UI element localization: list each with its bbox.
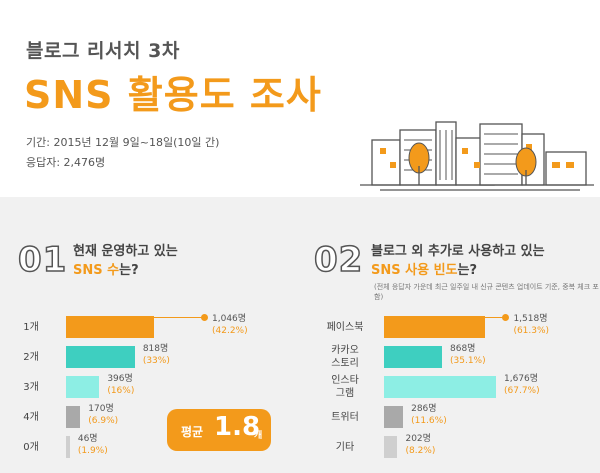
value-label: 202명 (8.2%) — [405, 433, 435, 457]
question2-text: 블로그 외 추가로 사용하고 있는 SNS 사용 빈도는? — [371, 242, 545, 280]
leader-line — [485, 317, 506, 318]
category-label-line: 2개 — [23, 351, 39, 363]
value-count: 396명 — [107, 374, 133, 384]
category-label: 3개 — [0, 381, 62, 394]
value-label: 1,518명 (61.3%) — [513, 313, 549, 337]
value-label: 818명 (33%) — [143, 343, 170, 367]
question1-line2-prefix: SNS — [73, 263, 108, 278]
value-count: 1,676명 — [504, 374, 539, 384]
category-label-line: 4개 — [23, 411, 39, 423]
category-label-line: 기타 — [335, 441, 355, 453]
category-label-line: 3개 — [23, 381, 39, 393]
bar — [66, 376, 100, 398]
value-count: 1,518명 — [513, 314, 548, 324]
category-label: 트위터 — [310, 411, 380, 424]
value-percent: (6.9%) — [88, 416, 119, 426]
question1-text: 현재 운영하고 있는 SNS 수는? — [73, 242, 178, 280]
category-label: 2개 — [0, 351, 62, 364]
value-label: 170명 (6.9%) — [88, 403, 118, 427]
value-percent: (61.3%) — [513, 326, 550, 336]
value-percent: (67.7%) — [504, 386, 540, 396]
value-percent: (8.2%) — [405, 446, 436, 456]
question1-line2-suffix: 는? — [119, 263, 139, 278]
category-label-line: 스토리 — [331, 358, 359, 369]
value-label: 1,676명 (67.7%) — [504, 373, 540, 397]
category-label-line: 트위터 — [331, 411, 359, 423]
average-unit: 개 — [254, 431, 263, 441]
value-percent: (11.6%) — [411, 416, 447, 426]
question2-line2-suffix: 는? — [457, 263, 478, 278]
value-count: 1,046명 — [212, 314, 247, 324]
category-label: 페이스북 — [310, 321, 380, 334]
value-label: 396명 (16%) — [107, 373, 134, 397]
value-count: 818명 — [142, 344, 169, 354]
bar — [66, 346, 135, 368]
value-count: 46명 — [77, 434, 98, 444]
bar — [66, 316, 154, 338]
leader-dot — [502, 314, 510, 321]
question2-highlight: SNS 사용 빈도 — [371, 263, 458, 278]
question2-number: 02 — [313, 239, 364, 281]
category-label: 0개 — [0, 441, 62, 454]
average-label: 평균 — [181, 425, 204, 439]
average-badge: 평균 1.8 개 — [167, 409, 271, 451]
value-label: 46명 (1.9%) — [78, 433, 108, 457]
question2-line2: SNS 사용 빈도는? — [371, 261, 545, 280]
value-count: 170명 — [88, 404, 114, 414]
value-percent: (33%) — [142, 356, 170, 366]
question2-line1: 블로그 외 추가로 사용하고 있는 — [371, 244, 545, 259]
bar — [384, 376, 496, 398]
value-label: 286명 (11.6%) — [411, 403, 447, 427]
value-percent: (1.9%) — [77, 446, 108, 456]
question2-note: (전체 응답자 가운데 최근 일주일 내 신규 콘텐츠 업데이트 기준, 중복 … — [374, 283, 599, 301]
question1-number: 01 — [17, 239, 68, 281]
category-label-line: 인스타 — [331, 375, 359, 386]
question1-line2: SNS 수는? — [73, 261, 178, 280]
category-label: 4개 — [0, 411, 62, 424]
value-label: 868명 (35.1%) — [450, 343, 486, 367]
bar — [384, 316, 486, 338]
survey-period: 기간: 2015년 12월 9일~18일(10일 간) — [26, 136, 220, 149]
value-percent: (42.2%) — [212, 326, 248, 336]
city-illustration — [360, 121, 594, 191]
value-percent: (35.1%) — [450, 356, 486, 366]
bar — [66, 436, 70, 458]
bar — [384, 436, 398, 458]
leader-line — [154, 317, 204, 318]
category-label-line: 그램 — [335, 388, 355, 399]
bar — [384, 346, 442, 368]
value-count: 202명 — [405, 434, 431, 444]
category-label-line: 0개 — [23, 441, 39, 453]
bar — [66, 406, 81, 428]
question1-line1: 현재 운영하고 있는 — [73, 244, 178, 259]
category-label-line: 1개 — [23, 321, 39, 333]
research-subtitle: 블로그 리서치 3차 — [26, 40, 180, 62]
question1-highlight: 수 — [107, 263, 120, 278]
category-label: 1개 — [0, 321, 62, 334]
category-label-line: 카카오 — [331, 345, 359, 356]
category-label-line: 페이스북 — [326, 321, 364, 333]
bar — [384, 406, 404, 428]
average-value: 1.8 — [214, 412, 261, 442]
category-label: 기타 — [310, 441, 380, 454]
leader-dot — [201, 314, 208, 321]
survey-respondents: 응답자: 2,476명 — [26, 156, 106, 169]
value-count: 868명 — [450, 344, 476, 354]
value-count: 286명 — [411, 404, 437, 414]
page-title: SNS 활용도 조사 — [24, 73, 322, 117]
value-percent: (16%) — [107, 386, 135, 396]
value-label: 1,046명 (42.2%) — [212, 313, 248, 337]
